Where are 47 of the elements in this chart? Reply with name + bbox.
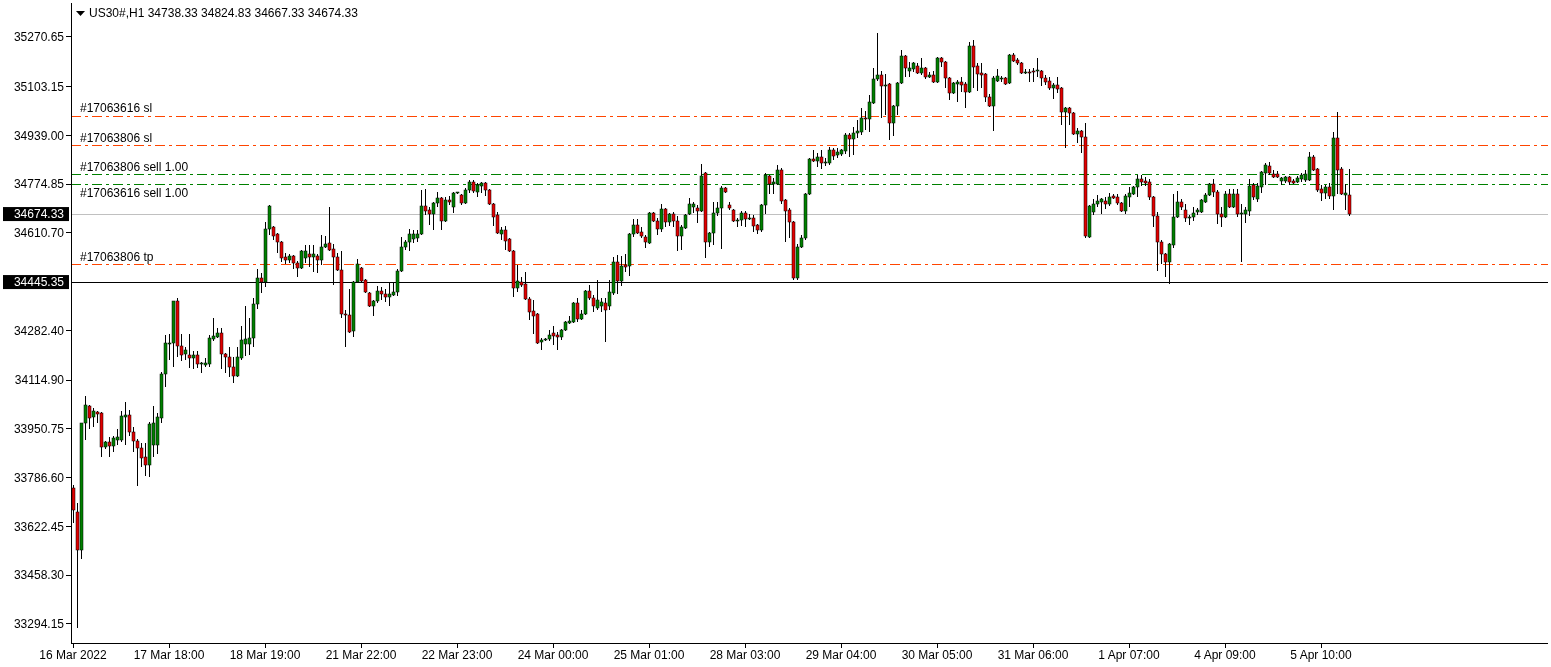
ref-line-label: #17063806 sl [80,130,153,145]
chart-title: US30#,H1 34738.33 34824.83 34667.33 34674.33 [89,6,358,20]
y-tick-label: 33786.60 [13,470,65,485]
x-tick-label: 22 Mar 23:00 [421,647,493,662]
candlestick [439,196,444,231]
candlestick [87,404,92,430]
x-tick-label: 29 Mar 04:00 [805,647,877,662]
y-tick-label: 34282.40 [13,323,65,338]
candlestick [243,305,248,357]
x-tick-label: 16 Mar 2022 [39,647,108,662]
x-tick-label: 17 Mar 18:00 [133,647,205,662]
x-tick-label: 30 Mar 05:00 [901,647,973,662]
candlestick [847,132,852,158]
x-tick-label: 18 Mar 19:00 [229,647,301,662]
x-tick-label: 1 Apr 07:00 [1098,647,1161,662]
ref-line-label: 34445.35 [13,275,65,290]
y-tick-label: 35270.65 [13,30,65,45]
candlestick [659,203,664,233]
y-tick-label: 34774.85 [13,177,65,192]
x-tick-label: 21 Mar 22:00 [325,647,397,662]
candlestick [311,244,316,273]
ref-line-label: #17063806 tp [80,249,154,264]
x-tick-label: 24 Mar 00:00 [517,647,589,662]
candlestick [1035,57,1040,78]
candlestick [971,39,976,89]
x-tick-label: 25 Mar 01:00 [613,647,685,662]
x-tick-label: 5 Apr 10:00 [1290,647,1353,662]
candlestick [123,401,128,446]
y-tick-label: 35103.15 [13,79,65,94]
y-tick-label: 34114.90 [14,373,65,388]
y-tick-label: 33950.75 [13,422,65,437]
candlestick [675,215,680,252]
x-tick-label: 31 Mar 06:00 [997,647,1069,662]
ref-line-label: #17063616 sl [80,101,153,116]
y-tick-label: 34939.00 [13,128,65,143]
x-tick-label: 4 Apr 09:00 [1194,647,1257,662]
ref-line-label: #17063616 sell 1.00 [80,186,189,201]
x-tick-label: 28 Mar 03:00 [709,647,781,662]
candlestick [1347,168,1352,217]
y-tick-label: 33622.45 [13,519,65,534]
candlestick [583,289,588,316]
y-tick-label: 33294.15 [13,617,65,632]
y-tick-label: 33458.30 [13,568,65,583]
candlestick [859,107,864,136]
y-tick-label: 34610.70 [13,226,65,241]
ref-line-label: #17063806 sell 1.00 [80,159,189,174]
ref-line-label: 34674.33 [13,207,65,222]
